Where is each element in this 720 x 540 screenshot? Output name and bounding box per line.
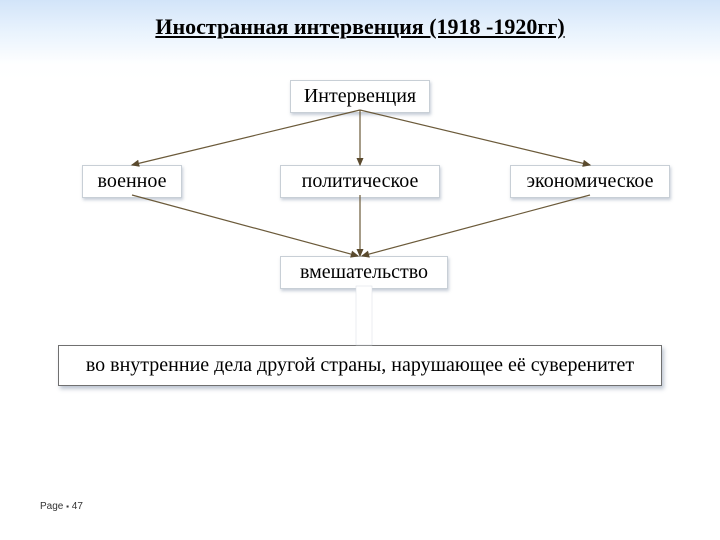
node-root: Интервенция: [290, 80, 430, 113]
footer-bullet-icon: ▪: [66, 502, 69, 511]
footer-page-number: 47: [72, 501, 83, 512]
header-gradient: [0, 0, 720, 80]
page-footer: Page ▪ 47: [40, 501, 83, 512]
node-merge: вмешательство: [280, 256, 448, 289]
node-left: военное: [82, 165, 182, 198]
definition-box: во внутренние дела другой страны, наруша…: [58, 345, 662, 386]
node-right: экономическое: [510, 165, 670, 198]
footer-label: Page: [40, 501, 63, 512]
slide-title: Иностранная интервенция (1918 -1920гг): [0, 14, 720, 40]
node-center: политическое: [280, 165, 440, 198]
